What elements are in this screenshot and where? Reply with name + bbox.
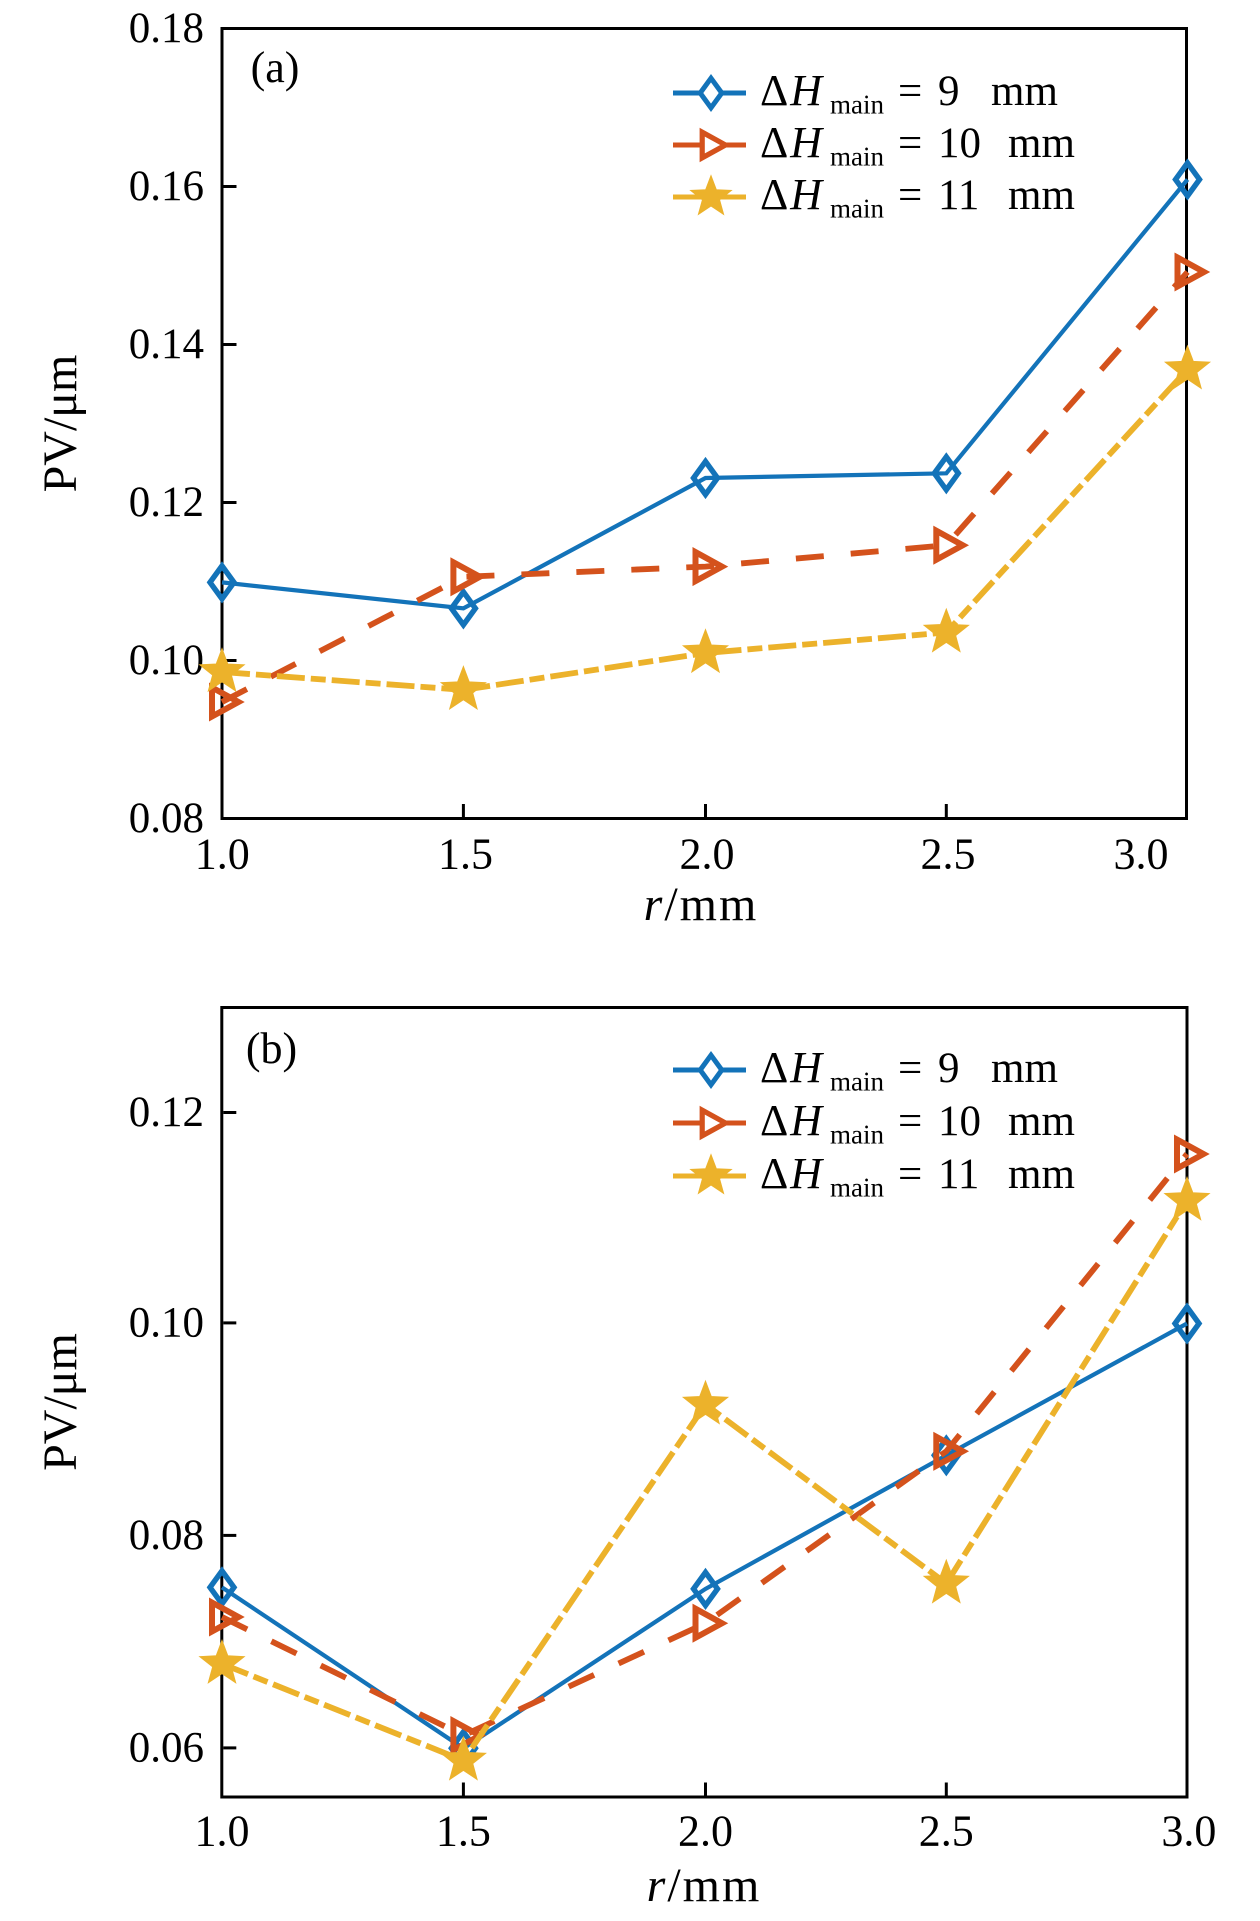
svg-text:ΔH: ΔH <box>760 170 824 219</box>
svg-text:0.10: 0.10 <box>129 1299 204 1346</box>
svg-text:9: 9 <box>938 1045 960 1092</box>
svg-text:mm: mm <box>1008 1151 1075 1198</box>
svg-text:11: 11 <box>938 1151 979 1198</box>
svg-text:=: = <box>898 120 922 167</box>
svg-text:1.5: 1.5 <box>438 830 493 879</box>
svg-text:=: = <box>898 1098 922 1145</box>
svg-text:r/mm: r/mm <box>647 1859 762 1912</box>
svg-text:ΔH: ΔH <box>760 66 824 115</box>
svg-text:3.0: 3.0 <box>1114 830 1169 879</box>
svg-text:ΔH: ΔH <box>760 1149 824 1198</box>
svg-text:=: = <box>898 1045 922 1092</box>
svg-text:r/mm: r/mm <box>644 878 759 931</box>
svg-text:main: main <box>830 1173 884 1203</box>
svg-text:0.08: 0.08 <box>129 1512 204 1559</box>
svg-text:3.0: 3.0 <box>1161 1807 1216 1856</box>
svg-text:0.12: 0.12 <box>129 479 204 526</box>
svg-text:2.0: 2.0 <box>678 1807 733 1856</box>
svg-text:1.0: 1.0 <box>195 1807 250 1856</box>
svg-text:main: main <box>830 142 884 172</box>
svg-text:0.08: 0.08 <box>129 795 204 842</box>
svg-text:mm: mm <box>1008 172 1075 219</box>
svg-text:0.16: 0.16 <box>129 163 204 210</box>
svg-text:mm: mm <box>1008 1098 1075 1145</box>
svg-text:main: main <box>830 1067 884 1097</box>
svg-text:0.18: 0.18 <box>129 5 204 52</box>
svg-text:2.5: 2.5 <box>921 830 976 879</box>
svg-text:1.0: 1.0 <box>195 830 250 879</box>
svg-text:(a): (a) <box>251 43 300 92</box>
svg-text:0.14: 0.14 <box>129 321 204 368</box>
svg-text:1.5: 1.5 <box>436 1807 491 1856</box>
svg-text:=: = <box>898 172 922 219</box>
svg-text:mm: mm <box>991 1045 1058 1092</box>
svg-text:ΔH: ΔH <box>760 1043 824 1092</box>
svg-text:10: 10 <box>938 1098 981 1145</box>
svg-text:11: 11 <box>938 172 979 219</box>
svg-text:=: = <box>898 68 922 115</box>
svg-text:ΔH: ΔH <box>760 118 824 167</box>
svg-text:(b): (b) <box>246 1024 297 1073</box>
svg-text:0.06: 0.06 <box>129 1724 204 1771</box>
svg-text:main: main <box>830 194 884 224</box>
svg-text:=: = <box>898 1151 922 1198</box>
svg-text:9: 9 <box>938 68 960 115</box>
svg-text:mm: mm <box>1008 120 1075 167</box>
svg-text:PV/μm: PV/μm <box>34 355 87 493</box>
svg-text:main: main <box>830 1120 884 1150</box>
svg-text:10: 10 <box>938 120 981 167</box>
svg-text:2.0: 2.0 <box>680 830 735 879</box>
svg-text:mm: mm <box>991 68 1058 115</box>
svg-text:0.10: 0.10 <box>129 637 204 684</box>
svg-text:0.12: 0.12 <box>129 1089 204 1136</box>
svg-text:main: main <box>830 90 884 120</box>
svg-text:ΔH: ΔH <box>760 1096 824 1145</box>
svg-text:2.5: 2.5 <box>919 1807 974 1856</box>
svg-text:PV/μm: PV/μm <box>34 1333 87 1471</box>
